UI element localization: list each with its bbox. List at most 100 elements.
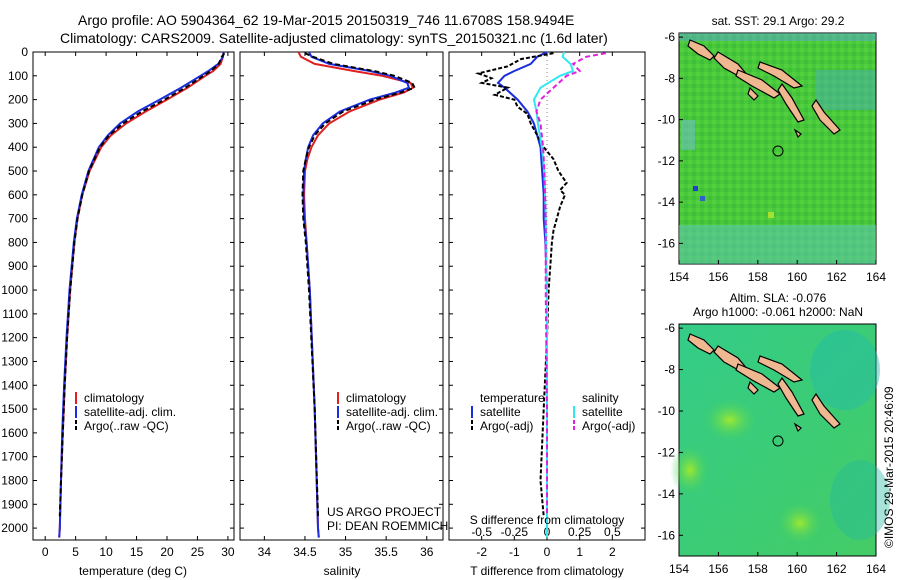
depth-tick-label: 1900 — [1, 497, 28, 511]
map-y-tick-label: -14 — [658, 487, 676, 501]
x-tick-label: 30 — [221, 545, 235, 559]
depth-tick-label: 400 — [8, 140, 28, 154]
map-x-tick-label: 160 — [787, 562, 807, 576]
sla-high — [776, 501, 824, 545]
map-x-tick-label: 156 — [708, 562, 728, 576]
x-tick-label: 34 — [258, 545, 272, 559]
map-y-tick-label: -16 — [658, 528, 676, 542]
project-label: US ARGO PROJECT — [327, 505, 442, 519]
sla-low — [830, 460, 890, 540]
island — [747, 86, 759, 101]
legend-sat: satellite-adj. clim. — [346, 405, 438, 419]
island — [811, 392, 841, 429]
x-tick-label: 10 — [99, 545, 113, 559]
sla-map-title-2: Argo h1000: -0.061 h2000: NaN — [693, 305, 863, 319]
title-line-2: Climatology: CARS2009. Satellite-adjuste… — [60, 30, 608, 46]
solomon-islands — [687, 333, 841, 433]
series-line — [58, 51, 225, 538]
x-tick-label: 25 — [191, 545, 205, 559]
credit: ©IMOS 29-Mar-2015 20:46:09 — [882, 386, 896, 548]
legend-salinity-head: salinity — [582, 391, 619, 405]
profile-marker — [772, 145, 784, 157]
island — [687, 333, 715, 355]
legend-argo: Argo(..raw -QC) — [346, 419, 431, 433]
depth-tick-label: 1300 — [1, 354, 28, 368]
depth-tick-label: 600 — [8, 188, 28, 202]
x-tick-label: 2 — [609, 545, 616, 559]
x-tick-label: 36 — [420, 545, 434, 559]
sla-map-title-1: Altim. SLA: -0.076 — [730, 291, 827, 305]
map-y-tick-label: -6 — [664, 321, 675, 335]
legend-sat: satellite-adj. clim. — [84, 405, 176, 419]
temperature-plot: 0 5 10 15 20 25 30 — [42, 51, 235, 559]
map-x-tick-label: 156 — [708, 270, 728, 284]
profile-marker — [772, 435, 784, 447]
map-y-tick-label: -16 — [658, 236, 676, 250]
sst-patch-cool — [681, 120, 695, 150]
temperature-xlabel: temperature (deg C) — [79, 564, 187, 578]
island — [757, 355, 804, 383]
island — [811, 98, 841, 135]
x-tick-label: -2 — [476, 545, 487, 559]
depth-tick-label: 100 — [8, 69, 28, 83]
temperature-legend: climatology satellite-adj. clim. Argo(..… — [75, 391, 176, 433]
map-x-tick-label: 154 — [669, 270, 689, 284]
sla-map: Altim. SLA: -0.076 Argo h1000: -0.061 h2… — [658, 291, 890, 576]
legend-s-sat: satellite — [582, 405, 623, 419]
series-line — [474, 52, 568, 517]
island — [735, 363, 782, 393]
sla-high — [670, 444, 710, 496]
map-y-tick-label: -12 — [658, 445, 676, 459]
depth-tick-label: 2000 — [1, 521, 28, 535]
map-x-tick-label: 162 — [827, 562, 847, 576]
salinity-plot: 34 34.5 35 35.5 36 — [258, 51, 434, 559]
map-x-tick-label: 158 — [748, 270, 768, 284]
map-x-tick-label: 164 — [866, 562, 886, 576]
series-line — [58, 52, 226, 517]
x-tick-label: -1 — [509, 545, 520, 559]
legend-t-argo: Argo(-adj) — [480, 419, 533, 433]
series-line — [302, 51, 411, 538]
map-y-tick-label: -10 — [658, 113, 676, 127]
depth-tick-label: 800 — [8, 235, 28, 249]
map-x-tick-label: 158 — [748, 562, 768, 576]
top-tick-label: -0.5 — [471, 525, 492, 539]
island — [777, 376, 805, 417]
sst-pixel — [700, 196, 705, 201]
depth-tick-label: 1500 — [1, 402, 28, 416]
map-x-tick-label: 162 — [827, 270, 847, 284]
island — [793, 422, 802, 433]
top-tick-label: -0.25 — [501, 525, 529, 539]
title-line-1: Argo profile: AO 5904364_62 19-Mar-2015 … — [78, 12, 574, 28]
legend-argo: Argo(..raw -QC) — [84, 419, 169, 433]
depth-tick-label: 1700 — [1, 450, 28, 464]
x-tick-label: 0 — [544, 545, 551, 559]
salinity-panel — [239, 51, 444, 541]
series-line — [301, 52, 417, 517]
map-x-tick-label: 154 — [669, 562, 689, 576]
x-tick-label: 34.5 — [293, 545, 317, 559]
difference-plot: -2 -1 0 1 2-0.5 -0.25 0 0.25 0.5 — [471, 51, 621, 559]
sst-patch-cool — [679, 225, 876, 264]
map-x-tick-label: 160 — [787, 270, 807, 284]
sst-patch-cool — [679, 33, 876, 41]
x-tick-label: 1 — [576, 545, 583, 559]
depth-tick-label: 1100 — [2, 307, 28, 321]
island — [687, 39, 715, 61]
map-y-tick-label: -10 — [658, 404, 676, 418]
depth-tick-label: 900 — [8, 259, 28, 273]
sla-low — [810, 330, 880, 410]
island — [747, 380, 759, 395]
salinity-xlabel: salinity — [324, 564, 361, 578]
map-x-tick-label: 164 — [866, 270, 886, 284]
temperature-panel — [32, 51, 235, 541]
map-y-tick-label: -8 — [664, 363, 675, 377]
series-line — [58, 51, 225, 538]
sla-map-axes: 154 156 158 160 162 164 -6 -8 -10 -12 -14 -16 — [658, 321, 887, 576]
difference-xlabel-top: S difference from climatology — [470, 513, 625, 527]
x-tick-label: 5 — [72, 545, 79, 559]
solomon-islands — [687, 39, 841, 139]
depth-tick-label: 700 — [8, 212, 28, 226]
depth-tick-label: 0 — [21, 45, 28, 59]
legend-temperature-head: temperature — [480, 391, 545, 405]
